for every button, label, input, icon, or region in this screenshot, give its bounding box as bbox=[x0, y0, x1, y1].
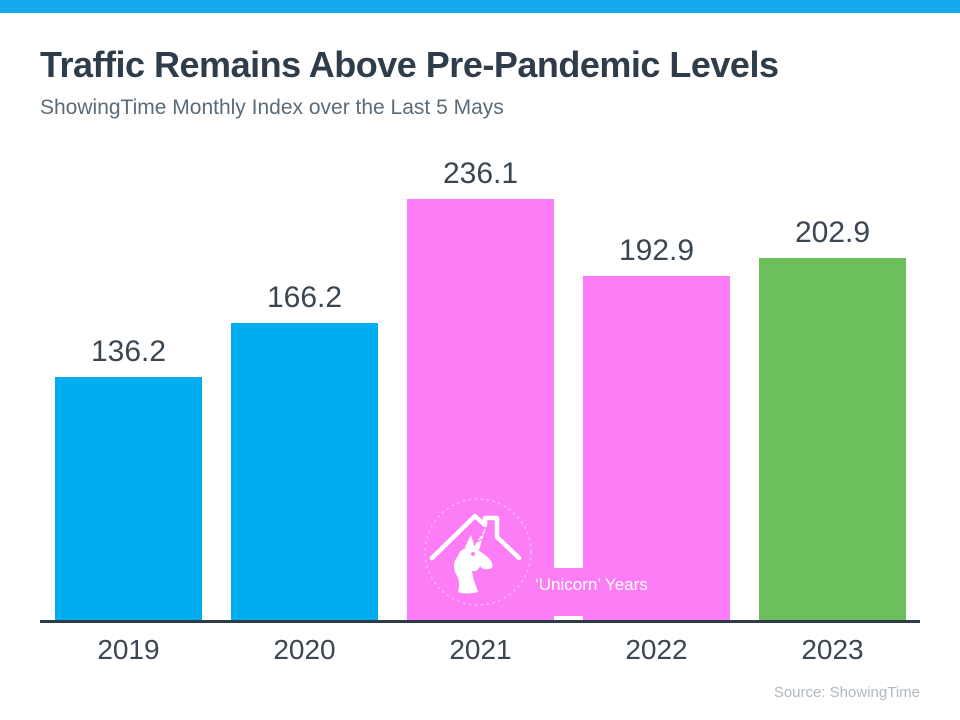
bar-2020 bbox=[231, 323, 378, 620]
x-axis-label-2019: 2019 bbox=[97, 634, 160, 665]
bar-2019 bbox=[55, 377, 202, 620]
top-accent-bar bbox=[0, 0, 960, 13]
unicorn-house-icon bbox=[420, 494, 536, 610]
x-axis-line bbox=[40, 620, 920, 623]
bar-value-label-2020: 166.2 bbox=[266, 281, 343, 314]
bar-value-label-2022: 192.9 bbox=[618, 234, 695, 267]
x-axis-label-2020: 2020 bbox=[273, 634, 336, 665]
bar-value-label-2021: 236.1 bbox=[442, 157, 519, 190]
x-axis-label-2022: 2022 bbox=[625, 634, 688, 665]
page-title: Traffic Remains Above Pre-Pandemic Level… bbox=[40, 44, 779, 85]
bar-2022 bbox=[583, 276, 730, 620]
unicorn-years-label: ‘Unicorn’ Years bbox=[535, 575, 648, 594]
bar-2023 bbox=[759, 258, 906, 620]
source-credit: Source: ShowingTime bbox=[773, 684, 920, 701]
bar-value-label-2019: 136.2 bbox=[90, 335, 167, 368]
bar-value-label-2023: 202.9 bbox=[794, 216, 871, 249]
bar-2021 bbox=[407, 199, 554, 620]
page-subtitle: ShowingTime Monthly Index over the Last … bbox=[40, 96, 504, 119]
x-axis-label-2021: 2021 bbox=[449, 634, 512, 665]
unicorn-years-band bbox=[531, 568, 721, 616]
x-axis-label-2023: 2023 bbox=[801, 634, 864, 665]
